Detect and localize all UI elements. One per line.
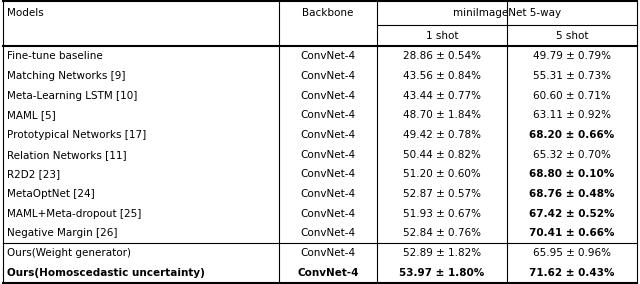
Text: 5 shot: 5 shot	[556, 31, 588, 41]
Text: Backbone: Backbone	[302, 8, 354, 18]
Text: Ours(Homoscedastic uncertainty): Ours(Homoscedastic uncertainty)	[7, 268, 205, 278]
Text: Prototypical Networks [17]: Prototypical Networks [17]	[7, 130, 147, 140]
Text: Ours(Weight generator): Ours(Weight generator)	[7, 248, 131, 258]
Text: ConvNet-4: ConvNet-4	[300, 169, 355, 179]
Text: MAML+Meta-dropout [25]: MAML+Meta-dropout [25]	[7, 209, 141, 219]
Text: ConvNet-4: ConvNet-4	[300, 228, 355, 238]
Text: 52.89 ± 1.82%: 52.89 ± 1.82%	[403, 248, 481, 258]
Text: 55.31 ± 0.73%: 55.31 ± 0.73%	[533, 71, 611, 81]
Text: 50.44 ± 0.82%: 50.44 ± 0.82%	[403, 150, 481, 160]
Text: ConvNet-4: ConvNet-4	[297, 268, 358, 278]
Text: ConvNet-4: ConvNet-4	[300, 130, 355, 140]
Text: Relation Networks [11]: Relation Networks [11]	[7, 150, 127, 160]
Text: Matching Networks [9]: Matching Networks [9]	[7, 71, 125, 81]
Text: Negative Margin [26]: Negative Margin [26]	[7, 228, 118, 238]
Text: R2D2 [23]: R2D2 [23]	[7, 169, 60, 179]
Text: 43.44 ± 0.77%: 43.44 ± 0.77%	[403, 91, 481, 101]
Text: 43.56 ± 0.84%: 43.56 ± 0.84%	[403, 71, 481, 81]
Text: 28.86 ± 0.54%: 28.86 ± 0.54%	[403, 51, 481, 61]
Text: Models: Models	[7, 8, 44, 18]
Text: 65.32 ± 0.70%: 65.32 ± 0.70%	[533, 150, 611, 160]
Text: Meta-Learning LSTM [10]: Meta-Learning LSTM [10]	[7, 91, 138, 101]
Text: 51.93 ± 0.67%: 51.93 ± 0.67%	[403, 209, 481, 219]
Text: ConvNet-4: ConvNet-4	[300, 71, 355, 81]
Text: 71.62 ± 0.43%: 71.62 ± 0.43%	[529, 268, 614, 278]
Text: 68.20 ± 0.66%: 68.20 ± 0.66%	[529, 130, 614, 140]
Text: ConvNet-4: ConvNet-4	[300, 150, 355, 160]
Text: 1 shot: 1 shot	[426, 31, 458, 41]
Text: 49.42 ± 0.78%: 49.42 ± 0.78%	[403, 130, 481, 140]
Text: 52.84 ± 0.76%: 52.84 ± 0.76%	[403, 228, 481, 238]
Text: 49.79 ± 0.79%: 49.79 ± 0.79%	[533, 51, 611, 61]
Text: miniImageNet 5-way: miniImageNet 5-way	[453, 8, 561, 18]
Text: 51.20 ± 0.60%: 51.20 ± 0.60%	[403, 169, 481, 179]
Text: ConvNet-4: ConvNet-4	[300, 110, 355, 120]
Text: 53.97 ± 1.80%: 53.97 ± 1.80%	[399, 268, 484, 278]
Text: 63.11 ± 0.92%: 63.11 ± 0.92%	[533, 110, 611, 120]
Text: 60.60 ± 0.71%: 60.60 ± 0.71%	[533, 91, 611, 101]
Text: 52.87 ± 0.57%: 52.87 ± 0.57%	[403, 189, 481, 199]
Text: 67.42 ± 0.52%: 67.42 ± 0.52%	[529, 209, 614, 219]
Text: 68.76 ± 0.48%: 68.76 ± 0.48%	[529, 189, 614, 199]
Text: 65.95 ± 0.96%: 65.95 ± 0.96%	[533, 248, 611, 258]
Text: ConvNet-4: ConvNet-4	[300, 209, 355, 219]
Text: MAML [5]: MAML [5]	[7, 110, 56, 120]
Text: Fine-tune baseline: Fine-tune baseline	[7, 51, 103, 61]
Text: MetaOptNet [24]: MetaOptNet [24]	[7, 189, 95, 199]
Text: ConvNet-4: ConvNet-4	[300, 91, 355, 101]
Text: 70.41 ± 0.66%: 70.41 ± 0.66%	[529, 228, 614, 238]
Text: 48.70 ± 1.84%: 48.70 ± 1.84%	[403, 110, 481, 120]
Text: 68.80 ± 0.10%: 68.80 ± 0.10%	[529, 169, 614, 179]
Text: ConvNet-4: ConvNet-4	[300, 248, 355, 258]
Text: ConvNet-4: ConvNet-4	[300, 51, 355, 61]
Text: ConvNet-4: ConvNet-4	[300, 189, 355, 199]
